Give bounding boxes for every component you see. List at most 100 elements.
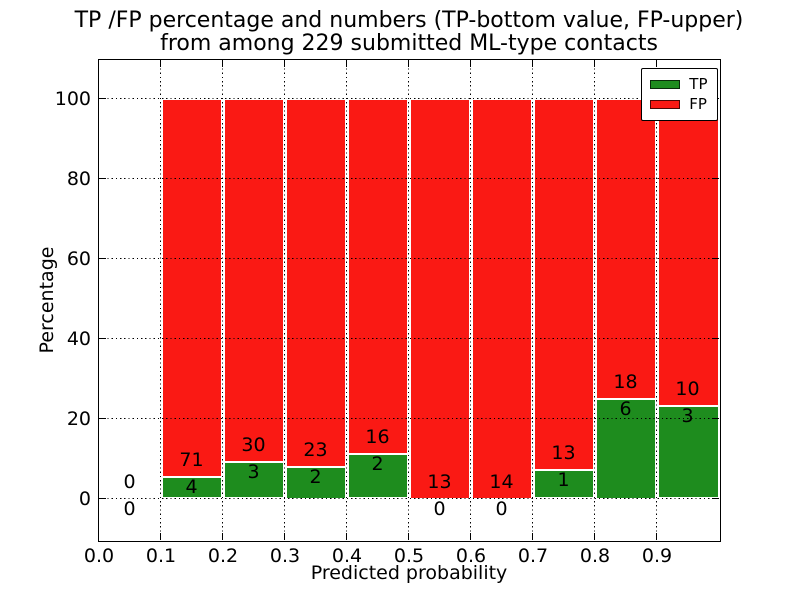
fp-count-annotation: 18 — [613, 370, 638, 393]
grid-line-vertical — [656, 59, 658, 540]
bar-segment-fp — [409, 98, 470, 499]
tp-count-annotation: 0 — [433, 497, 446, 520]
grid-line-vertical — [222, 59, 224, 540]
bar-segment-tp — [347, 454, 408, 499]
tp-legend-swatch-icon — [650, 79, 681, 89]
y-tick-mark — [98, 497, 106, 500]
bar-segment-fp — [657, 98, 719, 407]
x-tick-mark-top — [97, 59, 100, 67]
grid-line-vertical — [160, 59, 162, 540]
x-tick-label: 0.7 — [517, 545, 549, 567]
tp-count-annotation: 4 — [185, 476, 198, 499]
x-tick-label: 0.6 — [455, 545, 487, 567]
x-tick-mark-top — [531, 59, 534, 67]
x-tick-label: 0.3 — [269, 545, 301, 567]
x-tick-mark-top — [655, 59, 658, 67]
x-tick-mark-top — [469, 59, 472, 67]
legend: TP FP — [641, 67, 718, 121]
y-tick-mark — [98, 177, 106, 180]
tp-count-annotation: 3 — [681, 405, 694, 428]
tp-count-annotation: 1 — [557, 468, 570, 491]
tp-count-annotation: 2 — [309, 465, 322, 488]
x-tick-label: 0.9 — [641, 545, 673, 567]
fp-count-annotation: 10 — [675, 378, 700, 401]
tp-count-annotation: 6 — [619, 397, 632, 420]
y-tick-label: 0 — [78, 488, 91, 510]
fp-legend-swatch-icon — [650, 99, 681, 109]
tp-count-annotation: 2 — [371, 453, 384, 476]
grid-line-vertical — [408, 59, 410, 540]
bar-segment-fp — [285, 98, 346, 467]
y-tick-label: 40 — [66, 328, 91, 350]
bar-segment-tp — [595, 398, 656, 499]
y-tick-mark-right — [711, 337, 719, 340]
legend-entry-fp: FP — [650, 94, 707, 113]
x-tick-mark — [97, 532, 100, 540]
y-tick-label: 20 — [66, 408, 91, 430]
x-tick-label: 0.5 — [393, 545, 425, 567]
bar-segment-fp — [471, 98, 532, 499]
grid-line-vertical — [284, 59, 286, 540]
bar-segment-fp — [595, 98, 656, 399]
y-tick-label: 60 — [66, 248, 91, 270]
tp-count-annotation: 0 — [123, 497, 136, 520]
y-tick-mark-right — [711, 257, 719, 260]
bar-segment-tp — [657, 406, 719, 499]
grid-line-vertical — [470, 59, 472, 540]
plot-area: TP FP 0 0 71 4 30 3 23 2 16 2 13 0 14 0 13 1 18 6 10 3 — [97, 58, 721, 542]
bar-segment-fp — [347, 98, 408, 455]
x-tick-label: 0.1 — [145, 545, 177, 567]
x-tick-mark — [469, 532, 472, 540]
x-tick-label: 0.2 — [207, 545, 239, 567]
grid-line-vertical — [532, 59, 534, 540]
x-tick-mark — [593, 532, 596, 540]
grid-line-vertical — [594, 59, 596, 540]
legend-label-fp: FP — [689, 94, 707, 113]
bar-segment-fp — [161, 98, 222, 478]
bar-segment-tp — [533, 469, 594, 499]
chart-title-line1: TP /FP percentage and numbers (TP-bottom… — [74, 8, 744, 33]
x-tick-mark — [345, 532, 348, 540]
y-tick-mark — [98, 257, 106, 260]
y-tick-mark — [98, 337, 106, 340]
chart-title-line2: from among 229 submitted ML-type contact… — [160, 31, 658, 56]
y-tick-mark-right — [711, 177, 719, 180]
x-tick-mark — [283, 532, 286, 540]
bar-segment-tp — [161, 477, 222, 499]
grid-line-vertical — [346, 59, 348, 540]
x-tick-label: 0.4 — [331, 545, 363, 567]
x-tick-mark-top — [407, 59, 410, 67]
x-tick-mark-top — [221, 59, 224, 67]
x-tick-mark-top — [283, 59, 286, 67]
y-tick-mark — [98, 97, 106, 100]
x-tick-mark — [655, 532, 658, 540]
x-tick-mark — [221, 532, 224, 540]
x-tick-mark-top — [159, 59, 162, 67]
tp-count-annotation: 0 — [495, 497, 508, 520]
x-tick-mark-top — [345, 59, 348, 67]
chart-title: TP /FP percentage and numbers (TP-bottom… — [75, 9, 744, 55]
fp-count-annotation: 14 — [489, 470, 514, 493]
fp-count-annotation: 13 — [427, 470, 452, 493]
x-tick-mark — [159, 532, 162, 540]
y-tick-mark — [98, 417, 106, 420]
fp-count-annotation: 16 — [365, 426, 390, 449]
bar-segment-fp — [223, 98, 284, 463]
y-tick-label: 80 — [66, 168, 91, 190]
bar-segment-tp — [223, 462, 284, 499]
legend-label-tp: TP — [689, 74, 708, 93]
y-tick-mark-right — [711, 497, 719, 500]
fp-count-annotation: 23 — [303, 438, 328, 461]
bar-segment-fp — [533, 98, 594, 470]
tp-count-annotation: 3 — [247, 461, 260, 484]
x-tick-mark-top — [593, 59, 596, 67]
fp-count-annotation: 0 — [123, 470, 136, 493]
fp-count-annotation: 71 — [179, 449, 204, 472]
fp-count-annotation: 30 — [241, 434, 266, 457]
x-tick-mark — [407, 532, 410, 540]
y-tick-mark-right — [711, 417, 719, 420]
x-tick-label: 0.8 — [579, 545, 611, 567]
x-tick-label: 0.0 — [83, 545, 115, 567]
x-tick-mark — [531, 532, 534, 540]
